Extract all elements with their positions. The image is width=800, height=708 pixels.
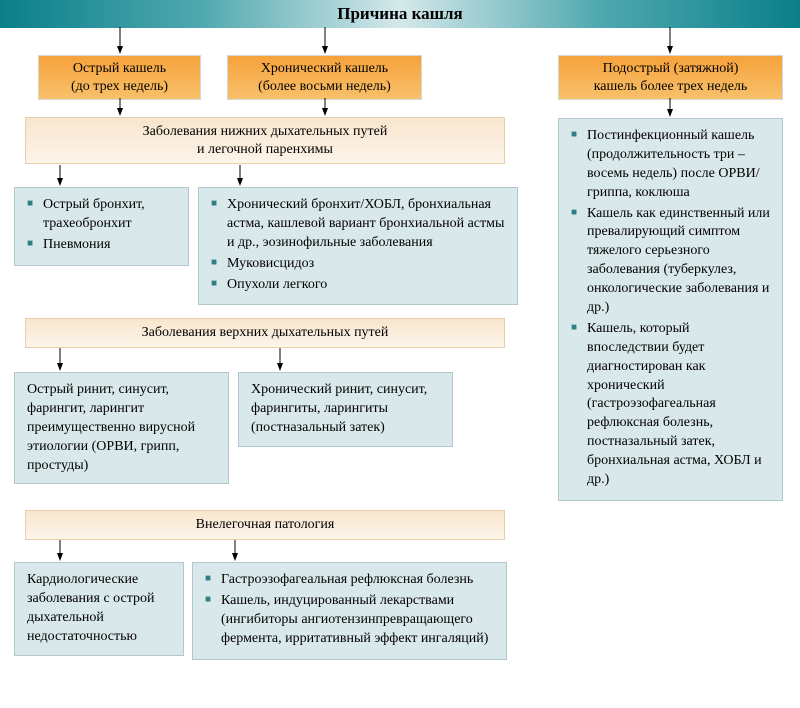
- list-item: Опухоли легкого: [211, 276, 507, 295]
- header-bar: Причина кашля: [0, 0, 800, 28]
- subacute-l1: Подострый (затяжной): [603, 61, 739, 76]
- box-upper-acute: Острый ринит, синусит, фарингит, ларинги…: [14, 372, 229, 484]
- list-item: Кашель, который впоследствии будет диагн…: [571, 320, 772, 490]
- subacute-l2: кашель более трех недель: [594, 79, 748, 94]
- section-lower: Заболевания нижних дыхательных путей и л…: [25, 117, 505, 164]
- list-item: Гастроэзофагеальная рефлюксная болезнь: [205, 571, 496, 590]
- acute-l1: Острый кашель: [73, 61, 166, 76]
- list-item: Постинфекционный кашель (продолжительнос…: [571, 127, 772, 203]
- category-subacute: Подострый (затяжной) кашель более трех н…: [558, 55, 783, 100]
- list-item: Хронический бронхит/ХОБЛ, бронхиальная а…: [211, 196, 507, 253]
- list-item: Кашель, индуцированный лекарствами (инги…: [205, 592, 496, 649]
- header-title: Причина кашля: [337, 4, 463, 23]
- upper-chronic-text: Хронический ринит, синусит, фарингиты, л…: [251, 382, 427, 435]
- list-item: Острый бронхит, трахеобронхит: [27, 196, 178, 234]
- acute-l2: (до трех недель): [71, 79, 168, 94]
- list-item: Пневмония: [27, 236, 178, 255]
- box-upper-chronic: Хронический ринит, синусит, фарингиты, л…: [238, 372, 453, 447]
- extra-acute-text: Кардиологические заболевания с острой ды…: [27, 572, 155, 644]
- box-lower-acute: Острый бронхит, трахеобронхит Пневмония: [14, 187, 189, 266]
- box-lower-chronic: Хронический бронхит/ХОБЛ, бронхиальная а…: [198, 187, 518, 305]
- list-item: Кашель как единственный или превалирующи…: [571, 205, 772, 318]
- chronic-l1: Хронический кашель: [261, 61, 388, 76]
- section-upper: Заболевания верхних дыхательных путей: [25, 318, 505, 348]
- section-lower-l1: Заболевания нижних дыхательных путей: [143, 124, 388, 139]
- box-extra-chronic: Гастроэзофагеальная рефлюксная болезнь К…: [192, 562, 507, 660]
- section-upper-title: Заболевания верхних дыхательных путей: [142, 325, 389, 340]
- section-extra: Внелегочная патология: [25, 510, 505, 540]
- category-acute: Острый кашель (до трех недель): [38, 55, 201, 100]
- chronic-l2: (более восьми недель): [258, 79, 391, 94]
- box-subacute: Постинфекционный кашель (продолжительнос…: [558, 118, 783, 501]
- list-item: Муковисцидоз: [211, 255, 507, 274]
- box-extra-acute: Кардиологические заболевания с острой ды…: [14, 562, 184, 656]
- upper-acute-text: Острый ринит, синусит, фарингит, ларинги…: [27, 382, 195, 473]
- section-lower-l2: и легочной паренхимы: [197, 142, 333, 157]
- section-extra-title: Внелегочная патология: [196, 517, 335, 532]
- category-chronic: Хронический кашель (более восьми недель): [227, 55, 422, 100]
